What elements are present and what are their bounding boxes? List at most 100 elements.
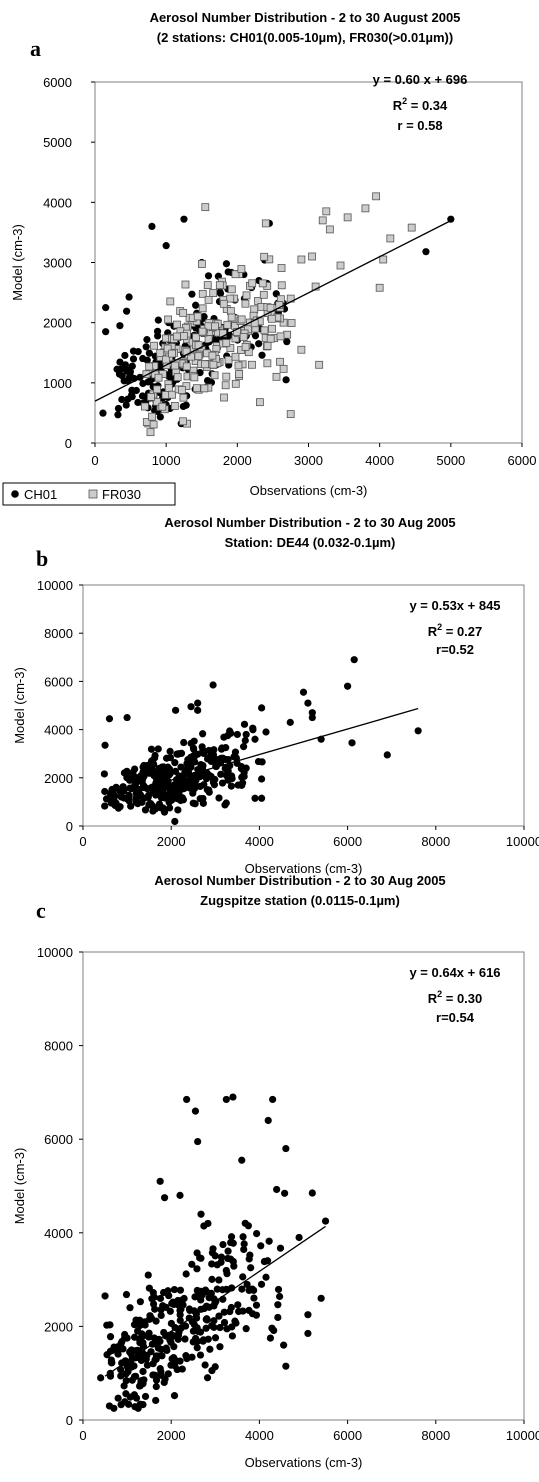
data-point <box>274 1285 283 1294</box>
chart-panel-c: Aerosol Number Distribution - 2 to 30 Au… <box>12 873 539 1470</box>
data-point <box>179 332 188 340</box>
data-point <box>152 397 161 406</box>
data-point <box>155 786 163 795</box>
data-point <box>140 761 148 770</box>
data-point <box>197 760 205 769</box>
data-point <box>171 361 179 370</box>
data-point <box>181 1322 190 1330</box>
data-point <box>164 384 173 393</box>
data-point <box>140 1318 148 1326</box>
data-point <box>182 401 190 409</box>
data-point <box>228 1332 237 1340</box>
chart-title-line-1: Aerosol Number Distribution - 2 to 30 Au… <box>164 515 455 530</box>
data-point <box>201 1361 209 1369</box>
legend-marker-circle <box>11 490 19 498</box>
x-tick-label: 10000 <box>506 1428 539 1443</box>
data-point <box>277 281 286 290</box>
data-point <box>161 794 169 802</box>
data-point <box>156 349 165 358</box>
data-point <box>226 344 235 352</box>
trend-line <box>104 707 419 800</box>
y-tick-label: 6000 <box>43 75 72 90</box>
data-point <box>170 781 178 789</box>
data-point <box>242 730 250 739</box>
data-point <box>149 1360 157 1368</box>
data-point <box>248 360 256 369</box>
data-point <box>173 1365 181 1374</box>
data-point <box>414 727 422 735</box>
data-point <box>118 395 126 404</box>
data-point <box>134 1327 142 1335</box>
y-tick-label: 6000 <box>44 674 73 689</box>
data-point <box>163 1346 171 1355</box>
data-point <box>196 773 204 781</box>
data-point <box>250 305 259 314</box>
data-point <box>227 1233 236 1241</box>
chart-title-line-2: (2 stations: CH01(0.005-10µm), FR030(>0.… <box>157 30 453 45</box>
data-point <box>193 1344 201 1352</box>
data-point <box>304 1329 312 1338</box>
data-point <box>170 402 179 410</box>
panel-letter: b <box>36 546 48 571</box>
series-de44 <box>100 656 422 826</box>
data-point <box>169 1298 177 1306</box>
data-point <box>239 1233 247 1241</box>
data-point <box>166 747 174 755</box>
data-point <box>262 728 270 736</box>
data-point <box>279 364 288 373</box>
data-point <box>245 1286 253 1295</box>
y-tick-label: 4000 <box>44 1226 73 1241</box>
data-point <box>181 1335 189 1343</box>
r-squared-label: R2 = 0.30 <box>428 989 483 1006</box>
y-axis-label: Model (cm-3) <box>12 667 27 744</box>
data-point <box>171 759 179 767</box>
data-point <box>266 334 275 343</box>
data-point <box>255 398 264 407</box>
data-point <box>208 1260 216 1268</box>
y-tick-label: 10000 <box>37 945 73 960</box>
data-point <box>222 372 231 381</box>
data-point <box>160 1328 168 1337</box>
data-point <box>156 770 164 778</box>
data-point <box>206 772 214 780</box>
data-point <box>258 758 266 766</box>
data-point <box>407 223 416 232</box>
data-point <box>178 1296 187 1304</box>
data-point <box>126 1304 134 1312</box>
data-point <box>156 1294 165 1303</box>
data-point <box>162 242 170 250</box>
panel-letter: c <box>36 898 46 923</box>
data-point <box>258 351 266 359</box>
x-tick-label: 0 <box>79 1428 86 1443</box>
x-tick-label: 3000 <box>294 453 323 468</box>
data-point <box>174 806 182 814</box>
data-point <box>117 1401 125 1409</box>
data-point <box>210 371 219 380</box>
data-point <box>280 1341 288 1349</box>
data-point <box>216 1343 224 1351</box>
data-point <box>121 1333 129 1342</box>
legend-label: CH01 <box>24 487 57 502</box>
data-point <box>168 390 177 399</box>
data-point <box>147 1348 155 1356</box>
data-point <box>190 373 199 382</box>
data-point <box>219 299 228 308</box>
data-point <box>188 290 196 298</box>
data-point <box>213 1261 221 1269</box>
data-point <box>209 360 218 369</box>
data-point <box>245 1255 253 1263</box>
data-point <box>201 360 209 369</box>
data-point <box>227 1303 235 1312</box>
data-point <box>250 1294 258 1302</box>
data-point <box>241 1219 249 1227</box>
data-point <box>172 706 180 714</box>
data-point <box>308 1189 316 1197</box>
data-point <box>217 770 225 778</box>
data-point <box>263 1257 272 1265</box>
data-point <box>163 344 172 353</box>
data-point <box>299 688 308 696</box>
data-point <box>203 1316 211 1324</box>
data-point <box>167 1338 175 1346</box>
data-point <box>117 1365 125 1374</box>
data-point <box>151 751 159 760</box>
